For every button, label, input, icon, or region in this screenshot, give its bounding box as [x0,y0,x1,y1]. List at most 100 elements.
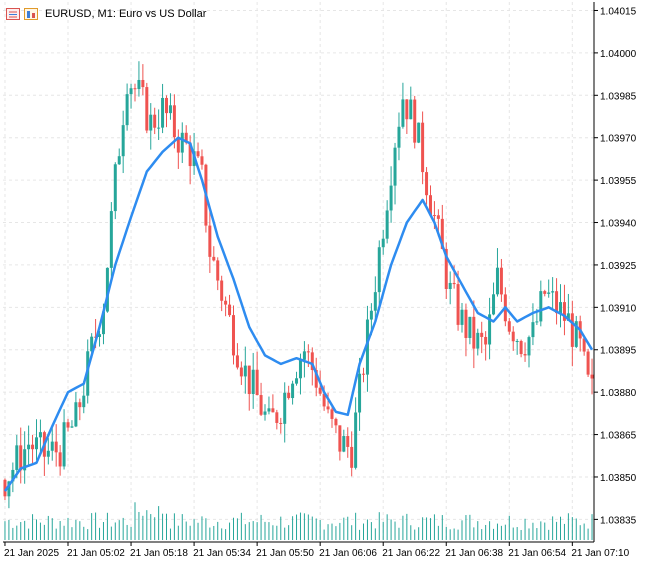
y-tick-label: 1.03970 [600,134,637,145]
candle-body [298,359,302,379]
candle-body [574,321,578,347]
candle-body [78,402,82,408]
candle-body [216,260,220,281]
candle-body [101,311,105,335]
candle-body [570,313,574,347]
candle-body [460,309,464,325]
candle-body [440,218,444,249]
candle-body [314,369,318,388]
y-tick-label: 1.03895 [600,346,637,357]
candle-body [444,248,448,290]
candle-body [129,88,133,95]
candle-body [586,351,590,375]
candle-body [275,412,279,423]
y-tick-label: 1.03910 [600,303,637,314]
candle-body [239,367,243,377]
trade-panel-icon[interactable] [6,8,20,20]
y-tick-label: 1.03955 [600,176,637,187]
candle-body [113,164,117,212]
x-tick-label: 21 Jan 05:02 [67,548,125,559]
candle-body [523,354,527,356]
candle-body [373,292,377,311]
candle-body [184,132,188,143]
candle-body [511,331,515,342]
y-tick-label: 1.03985 [600,91,637,102]
candle-body [231,315,235,356]
candle-body [271,408,275,413]
candle-body [117,156,121,165]
candle-body [432,215,436,217]
candle-body [74,402,78,427]
candle-body [228,304,232,316]
candle-body [11,469,15,482]
candle-body [334,418,338,426]
candle-body [62,422,66,467]
candle-body [369,310,373,320]
candle-body [385,210,389,239]
x-tick-label: 21 Jan 2025 [4,548,59,559]
candle-body [283,392,287,424]
x-tick-label: 21 Jan 06:22 [382,548,440,559]
candle-body [295,378,299,384]
candle-body [15,445,19,470]
candle-body [436,215,440,219]
candle-body [125,94,129,126]
candle-body [291,383,295,399]
candle-body [452,282,456,285]
candle-body [302,351,306,360]
candle-body [318,387,322,394]
candle-body [263,411,267,415]
candle-body [428,195,432,216]
candle-body [381,238,385,248]
candle-body [342,436,346,452]
candle-body [165,97,169,114]
candle-body [27,444,31,450]
candle-body [180,132,184,153]
candle-body [141,79,145,88]
candle-body [562,302,566,321]
candle-body [566,313,570,321]
x-tick-label: 21 Jan 05:50 [256,548,314,559]
x-tick-label: 21 Jan 06:54 [508,548,566,559]
candle-body [464,309,468,338]
candle-body [531,322,535,338]
candle-body [519,341,523,355]
candle-body [200,156,204,165]
candle-body [338,425,342,452]
candle-body [358,373,362,413]
candle-body [389,185,393,211]
candle-body [377,247,381,293]
candle-body [82,395,86,408]
candle-body [157,127,161,129]
x-tick-label: 21 Jan 06:06 [319,548,377,559]
candle-body [535,321,539,323]
candle-body [109,211,113,268]
candle-body [484,336,488,345]
candle-body [153,114,157,128]
candle-body [543,291,547,294]
candle-body [188,142,192,167]
candle-body [507,321,511,332]
candle-body [279,422,283,424]
candle-body [322,393,326,407]
candle-body [310,352,314,370]
candle-body [267,408,271,412]
candle-body [133,88,137,90]
depth-of-market-icon[interactable] [24,8,38,20]
candle-body [306,351,310,353]
candle-body [145,87,149,131]
candle-body [7,481,11,497]
candle-body [168,105,172,114]
candle-body [527,337,531,356]
y-tick-label: 1.03850 [600,473,637,484]
candle-body [235,355,239,368]
candle-body [476,332,480,349]
candle-body [98,334,102,338]
chart-header: EURUSD, M1: Euro vs US Dollar [6,6,206,22]
x-tick-label: 21 Jan 07:10 [571,548,629,559]
candle-body [287,392,291,399]
candle-body [326,406,330,410]
candle-body [54,441,58,453]
